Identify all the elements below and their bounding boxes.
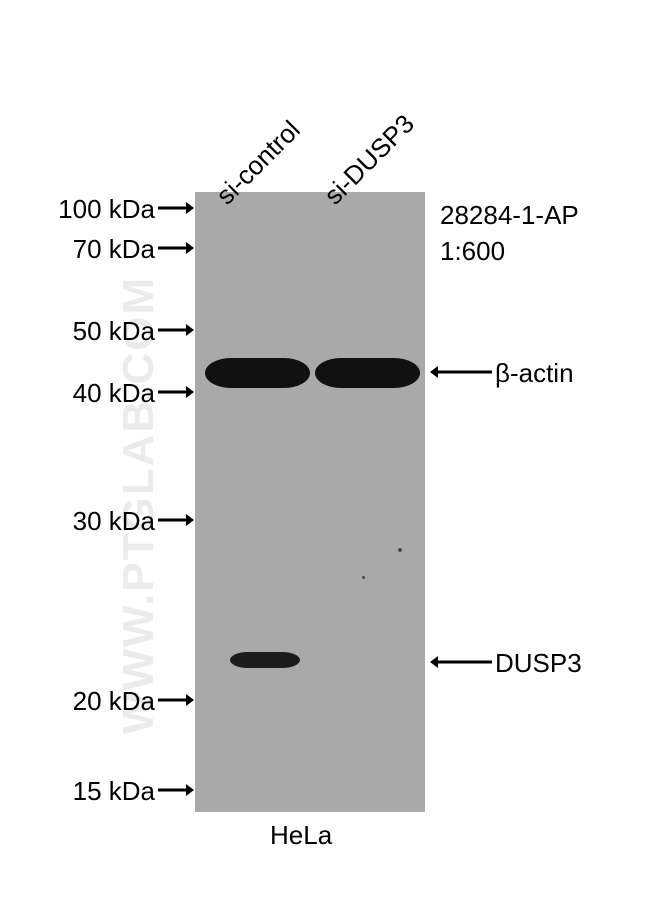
band-label-dusp3: DUSP3 xyxy=(495,648,582,679)
mw-arrow-50 xyxy=(158,320,194,340)
mw-label-15: 15 kDa xyxy=(73,776,155,807)
mw-label-20: 20 kDa xyxy=(73,686,155,717)
mw-arrow-30 xyxy=(158,510,194,530)
mw-arrow-20 xyxy=(158,690,194,710)
mw-label-30: 30 kDa xyxy=(73,506,155,537)
antibody-dilution: 1:600 xyxy=(440,236,505,267)
artifact-speck xyxy=(362,576,365,579)
arrow-beta-actin xyxy=(430,362,492,382)
mw-label-70: 70 kDa xyxy=(73,234,155,265)
artifact-speck xyxy=(398,548,402,552)
mw-label-40: 40 kDa xyxy=(73,378,155,409)
mw-arrow-40 xyxy=(158,382,194,402)
band-beta-actin-lane1 xyxy=(205,358,310,388)
band-beta-actin-lane2 xyxy=(315,358,420,388)
mw-label-50: 50 kDa xyxy=(73,316,155,347)
blot-membrane xyxy=(195,192,425,812)
antibody-catalog: 28284-1-AP xyxy=(440,200,579,231)
mw-label-100: 100 kDa xyxy=(58,194,155,225)
figure-container: WWW.PTGLAB.COM si-control si-DUSP3 100 k… xyxy=(0,0,658,903)
mw-arrow-15 xyxy=(158,780,194,800)
sample-label-hela: HeLa xyxy=(270,820,332,851)
band-label-beta-actin: β-actin xyxy=(495,358,574,389)
mw-arrow-70 xyxy=(158,238,194,258)
band-dusp3-lane1 xyxy=(230,652,300,668)
arrow-dusp3 xyxy=(430,652,492,672)
mw-arrow-100 xyxy=(158,198,194,218)
